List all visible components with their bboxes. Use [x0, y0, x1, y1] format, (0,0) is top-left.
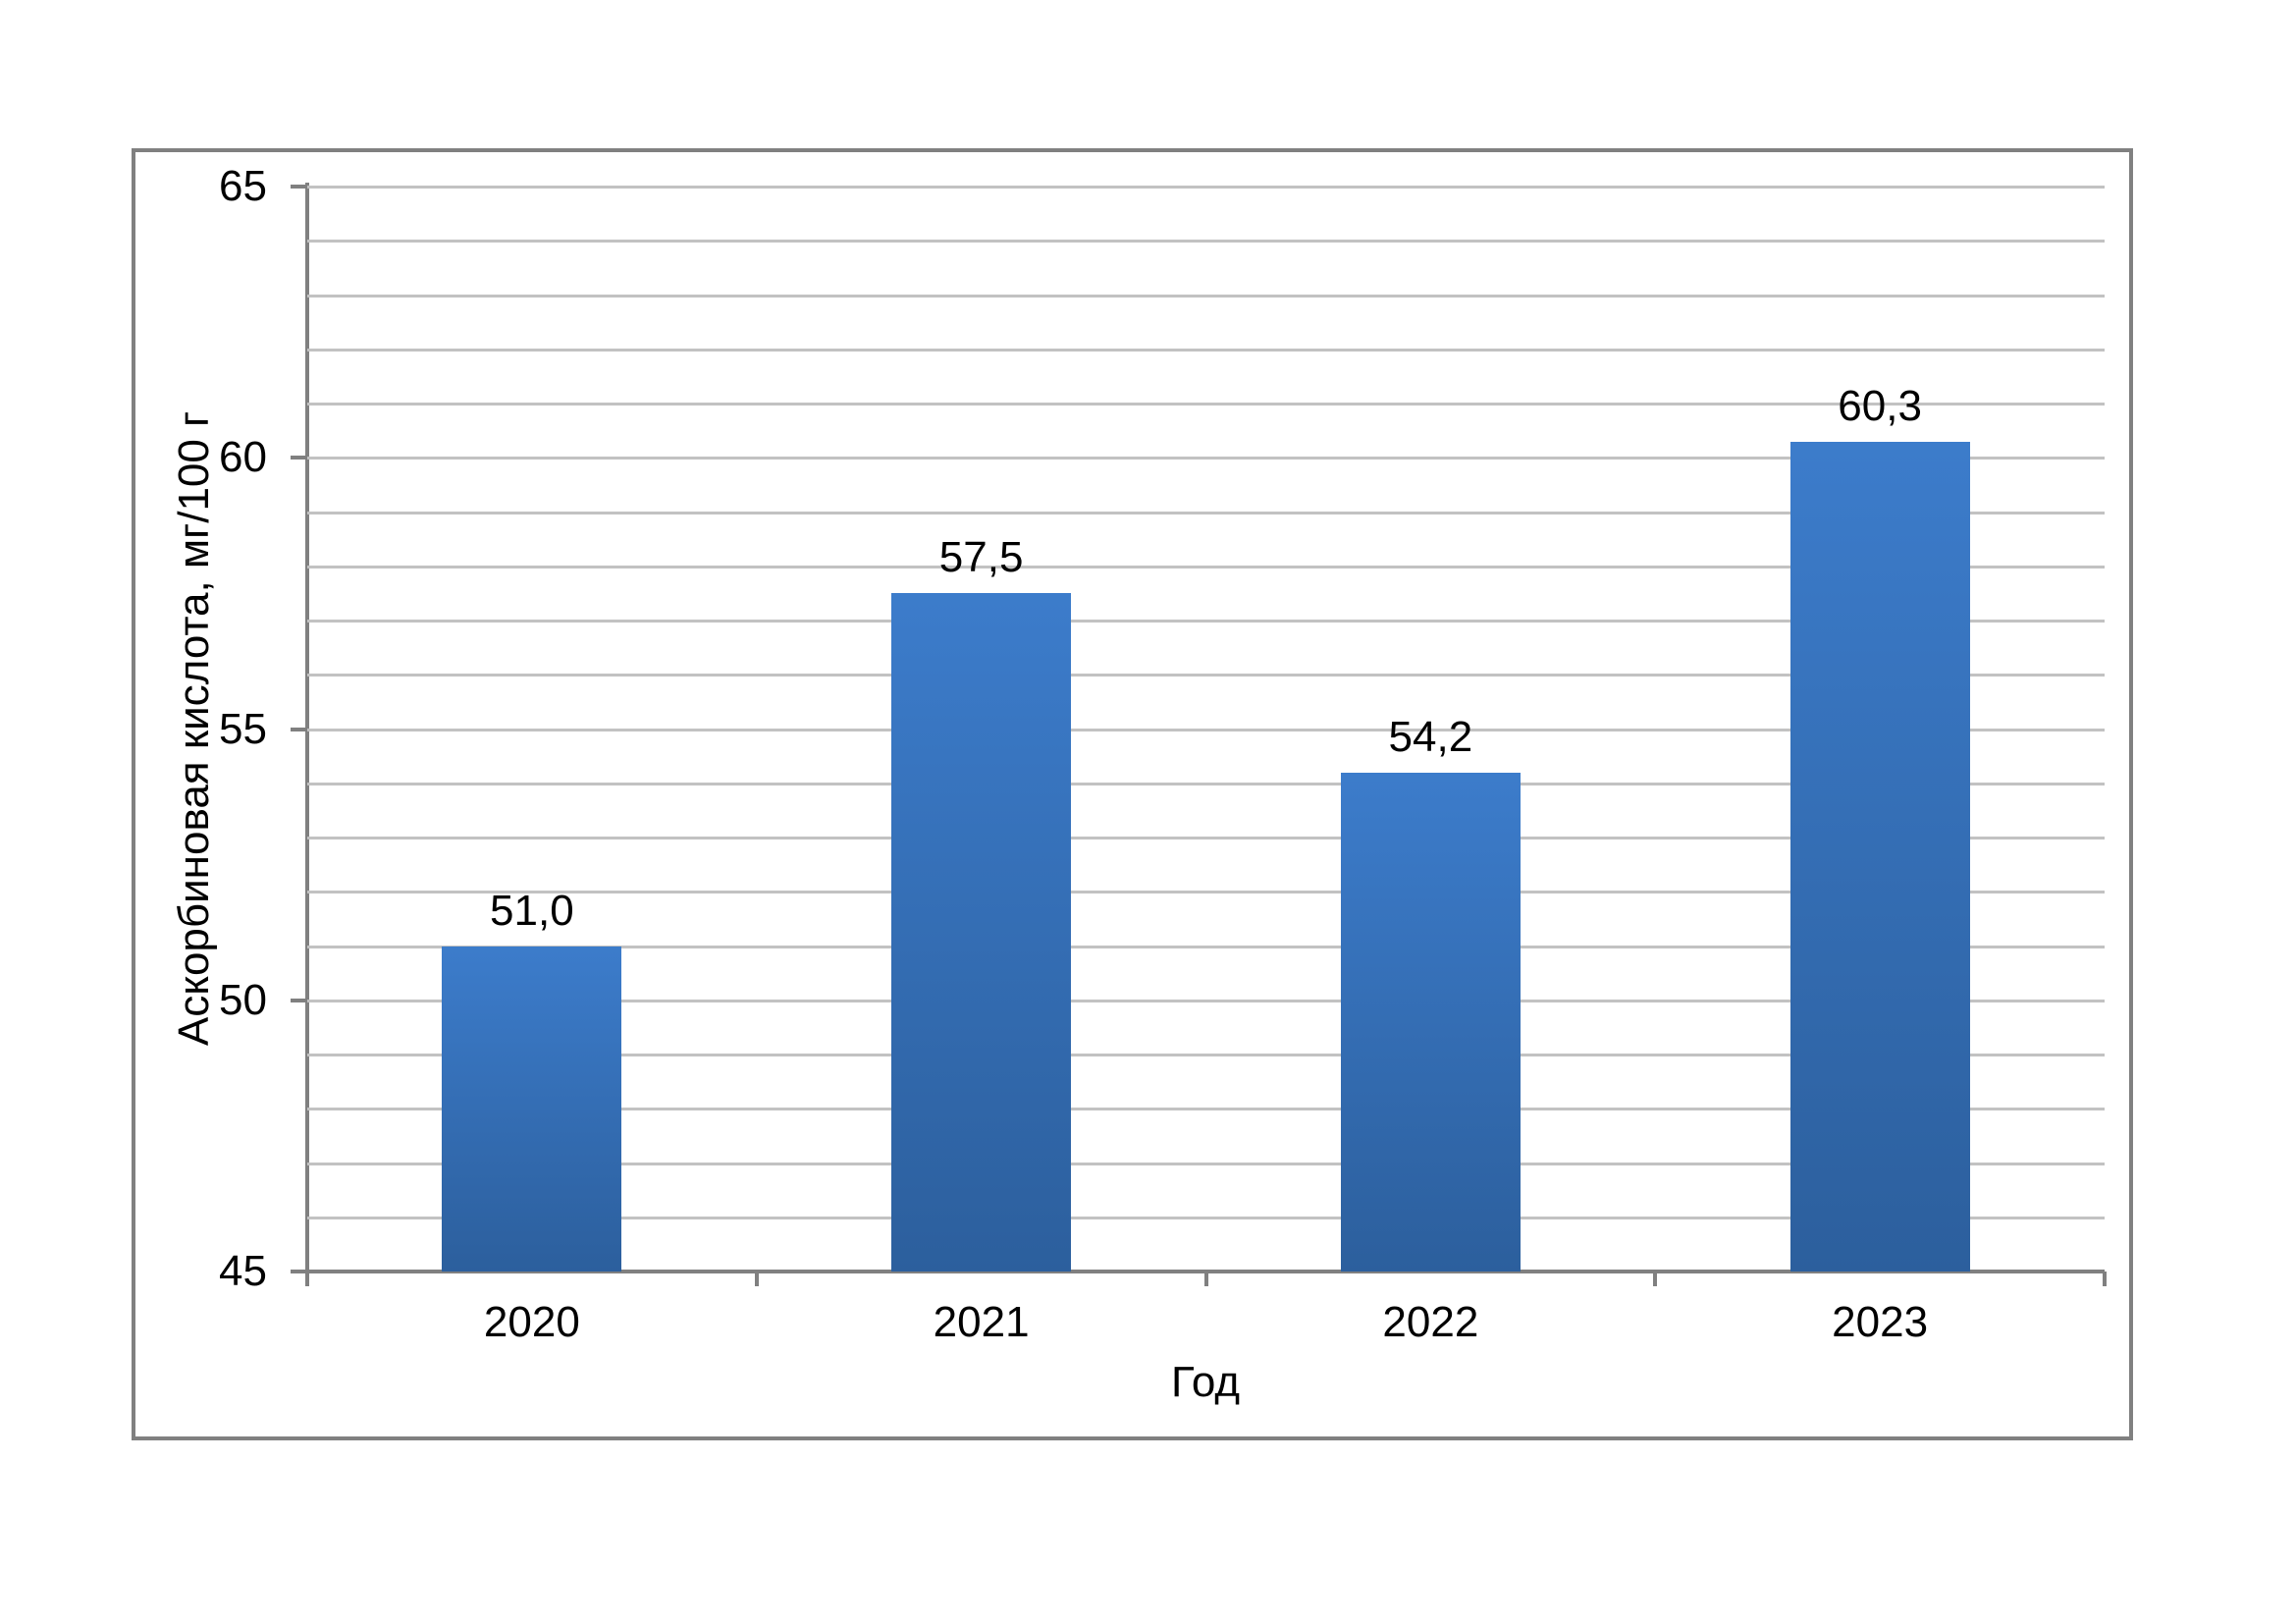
y-gridline	[307, 1054, 2105, 1056]
y-gridline	[307, 837, 2105, 839]
y-gridline	[307, 1108, 2105, 1111]
category-label: 2021	[933, 1298, 1030, 1346]
bar-value-label: 51,0	[490, 886, 574, 935]
y-gridline	[307, 403, 2105, 406]
y-tick-label: 65	[219, 162, 267, 210]
y-gridline	[307, 294, 2105, 298]
y-tick	[291, 998, 305, 1002]
x-tick	[754, 1272, 759, 1286]
y-tick	[291, 727, 305, 731]
y-gridline	[307, 457, 2105, 460]
category-label: 2023	[1832, 1298, 1929, 1346]
y-tick	[291, 1270, 305, 1273]
bar-2022	[1340, 772, 1521, 1272]
bar-2023	[1789, 441, 1970, 1272]
y-gridline	[307, 620, 2105, 623]
x-tick	[2103, 1272, 2107, 1286]
y-tick-label: 60	[219, 433, 267, 482]
x-axis-title: Год	[1170, 1358, 1241, 1406]
bar-value-label: 60,3	[1838, 381, 1922, 430]
y-tick-label: 50	[219, 975, 267, 1024]
bar-2020	[442, 946, 622, 1272]
y-gridline	[307, 511, 2105, 514]
category-label: 2020	[483, 1298, 580, 1346]
y-tick	[291, 185, 305, 189]
y-gridline	[307, 186, 2105, 189]
y-gridline	[307, 945, 2105, 948]
y-gridline	[307, 891, 2105, 894]
y-tick	[291, 456, 305, 460]
y-gridline	[307, 674, 2105, 677]
bar-2021	[891, 593, 1072, 1272]
y-gridline	[307, 240, 2105, 244]
bar-value-label: 57,5	[938, 533, 1024, 582]
y-tick-label: 55	[219, 704, 267, 753]
y-gridline	[307, 999, 2105, 1002]
y-gridline	[307, 565, 2105, 568]
y-gridline	[307, 782, 2105, 785]
x-tick	[1203, 1272, 1208, 1286]
y-gridline	[307, 728, 2105, 731]
bar-value-label: 54,2	[1388, 712, 1473, 761]
x-tick	[305, 1272, 309, 1286]
y-tick-label: 45	[219, 1247, 267, 1295]
x-tick	[1653, 1272, 1658, 1286]
y-gridline	[307, 1216, 2105, 1219]
y-gridline	[307, 348, 2105, 352]
category-label: 2022	[1382, 1298, 1479, 1346]
y-gridline	[307, 1162, 2105, 1165]
